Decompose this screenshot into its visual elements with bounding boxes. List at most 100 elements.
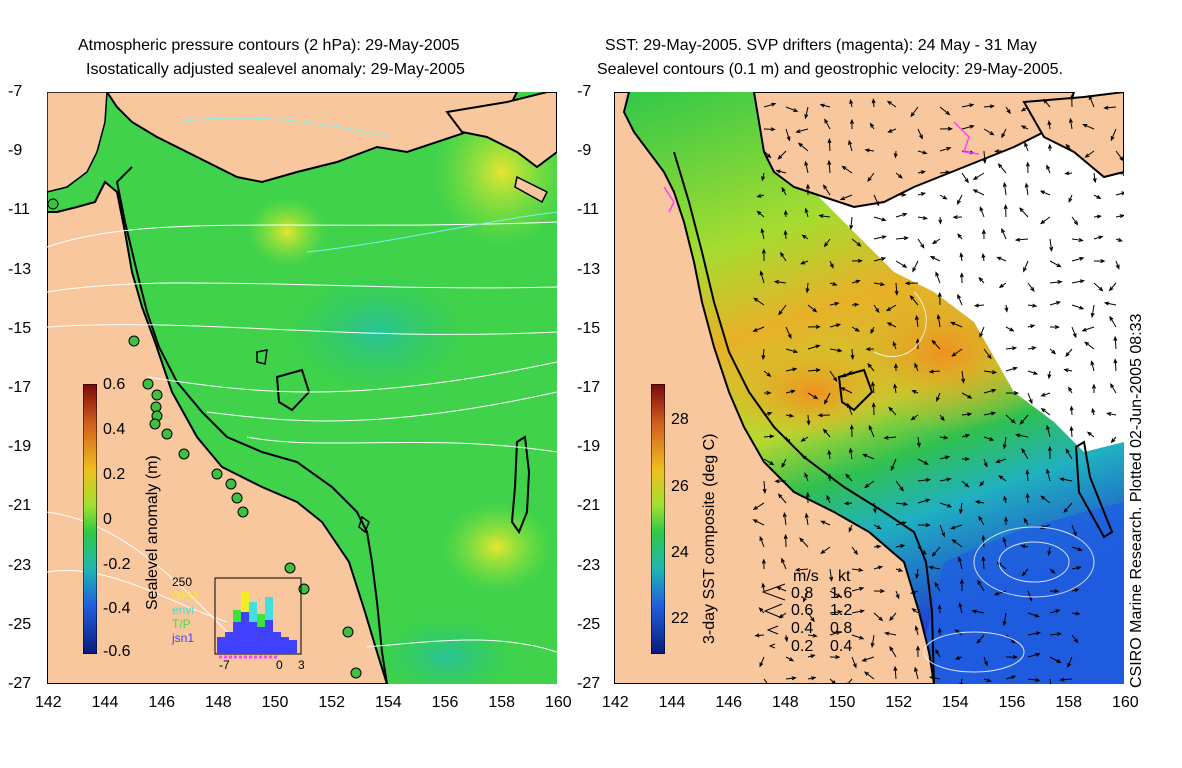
velocity-arrow bbox=[851, 634, 865, 640]
velocity-arrow bbox=[797, 142, 809, 152]
shelf-edge-line bbox=[115, 166, 388, 684]
velocity-arrow bbox=[917, 215, 929, 220]
velocity-arrow bbox=[758, 607, 765, 614]
left-xtick-5: 152 bbox=[318, 694, 346, 711]
velocity-arrow bbox=[807, 304, 818, 313]
velocity-arrow bbox=[983, 128, 995, 136]
velocity-arrow bbox=[777, 493, 787, 504]
velocity-arrow bbox=[1021, 568, 1029, 577]
velocity-arrow bbox=[761, 582, 766, 592]
velocity-arrow bbox=[1005, 346, 1018, 351]
velocity-arrow bbox=[914, 625, 919, 636]
velocity-arrow bbox=[873, 589, 886, 594]
velocity-arrow bbox=[1027, 392, 1033, 405]
velocity-legend-header-ms: m/s bbox=[793, 568, 819, 585]
reef-queensland-plateau bbox=[275, 368, 311, 412]
velocity-arrow bbox=[848, 447, 853, 460]
velocity-arrow bbox=[983, 388, 997, 394]
velocity-arrow bbox=[799, 537, 809, 548]
velocity-arrow bbox=[1071, 304, 1085, 310]
velocity-arrow bbox=[917, 477, 932, 482]
velocity-arrow bbox=[785, 348, 799, 354]
velocity-arrow bbox=[983, 348, 992, 360]
velocity-arrow bbox=[1110, 436, 1117, 444]
velocity-arrow bbox=[1003, 204, 1008, 218]
velocity-arrow bbox=[873, 544, 882, 549]
right-ytick-8: -23 bbox=[577, 556, 601, 574]
velocity-arrow bbox=[762, 480, 767, 494]
velocity-arrow bbox=[993, 590, 1007, 596]
velocity-arrow bbox=[1071, 611, 1081, 616]
velocity-arrow bbox=[957, 293, 963, 306]
velocity-arrow bbox=[829, 678, 837, 684]
velocity-arrow bbox=[917, 498, 931, 504]
velocity-arrow bbox=[893, 383, 898, 394]
velocity-arrow bbox=[851, 302, 860, 307]
velocity-arrow bbox=[1109, 315, 1117, 328]
velocity-arrow bbox=[873, 524, 882, 530]
velocity-arrow bbox=[829, 610, 843, 615]
velocity-arrow bbox=[804, 160, 809, 174]
velocity-arrow bbox=[845, 678, 853, 684]
velocity-arrow bbox=[1059, 477, 1073, 482]
velocity-arrow bbox=[917, 192, 927, 197]
velocity-arrow bbox=[994, 149, 1007, 154]
velocity-arrow bbox=[781, 186, 787, 196]
right-ytick-9: -25 bbox=[577, 615, 601, 633]
velocity-arrow bbox=[752, 326, 765, 332]
land-new-britain-right bbox=[1022, 92, 1124, 179]
velocity-arrow bbox=[1049, 301, 1062, 306]
velocity-arrow bbox=[886, 322, 897, 328]
velocity-arrow bbox=[957, 556, 963, 570]
velocity-arrow bbox=[983, 678, 992, 683]
inset-bars bbox=[217, 592, 297, 654]
right-ytick-7: -21 bbox=[577, 497, 601, 515]
velocity-arrow bbox=[1069, 94, 1074, 108]
right-title-line2: Sealevel contours (0.1 m) and geostrophi… bbox=[597, 61, 1064, 78]
velocity-arrow bbox=[829, 260, 834, 269]
velocity-arrow bbox=[889, 645, 897, 658]
velocity-arrow bbox=[824, 118, 831, 130]
velocity-arrow bbox=[895, 521, 907, 526]
velocity-arrow bbox=[1046, 164, 1051, 174]
velocity-arrow bbox=[1014, 433, 1029, 438]
velocity-arrow bbox=[917, 170, 927, 175]
velocity-arrow bbox=[1005, 391, 1020, 396]
left-cbar-tick-0: 0.6 bbox=[103, 376, 126, 393]
velocity-arrow bbox=[752, 519, 765, 526]
velocity-arrow bbox=[951, 348, 963, 357]
velocity-arrow bbox=[1020, 106, 1029, 112]
drifter-track-2 bbox=[663, 186, 675, 213]
velocity-arrow bbox=[981, 534, 986, 548]
inset-series-envi: envi bbox=[172, 603, 195, 617]
velocity-arrow bbox=[873, 194, 880, 207]
left-xtick-0: 142 bbox=[35, 694, 62, 711]
velocity-arrow bbox=[785, 676, 797, 681]
velocity-arrow bbox=[763, 411, 773, 416]
velocity-arrow bbox=[1071, 588, 1080, 593]
velocity-arrow bbox=[871, 381, 876, 394]
velocity-arrow bbox=[1071, 256, 1085, 262]
velocity-arrow bbox=[1025, 469, 1030, 482]
velocity-arrow bbox=[884, 631, 897, 636]
right-map-plot bbox=[614, 92, 1124, 684]
velocity-arrow bbox=[851, 326, 860, 332]
velocity-arrow bbox=[912, 260, 919, 273]
velocity-arrow bbox=[910, 414, 919, 421]
velocity-arrow bbox=[784, 634, 789, 643]
velocity-arrow bbox=[1001, 227, 1007, 240]
velocity-arrow bbox=[887, 128, 897, 133]
right-xtick-3: 148 bbox=[772, 694, 799, 711]
velocity-arrow bbox=[1069, 405, 1074, 416]
velocity-arrow bbox=[936, 392, 941, 403]
right-ytick-6: -19 bbox=[577, 438, 601, 456]
velocity-arrow bbox=[822, 428, 831, 438]
right-xtick-0: 142 bbox=[602, 694, 629, 711]
right-xtick-5: 152 bbox=[885, 694, 913, 711]
right-cbar-label: 3-day SST composite (deg C) bbox=[701, 433, 718, 644]
velocity-arrow bbox=[1003, 516, 1008, 526]
velocity-arrow bbox=[910, 106, 919, 118]
velocity-arrow bbox=[1024, 141, 1029, 152]
velocity-arrow bbox=[1068, 386, 1073, 394]
right-ytick-10: -27 bbox=[577, 675, 601, 692]
